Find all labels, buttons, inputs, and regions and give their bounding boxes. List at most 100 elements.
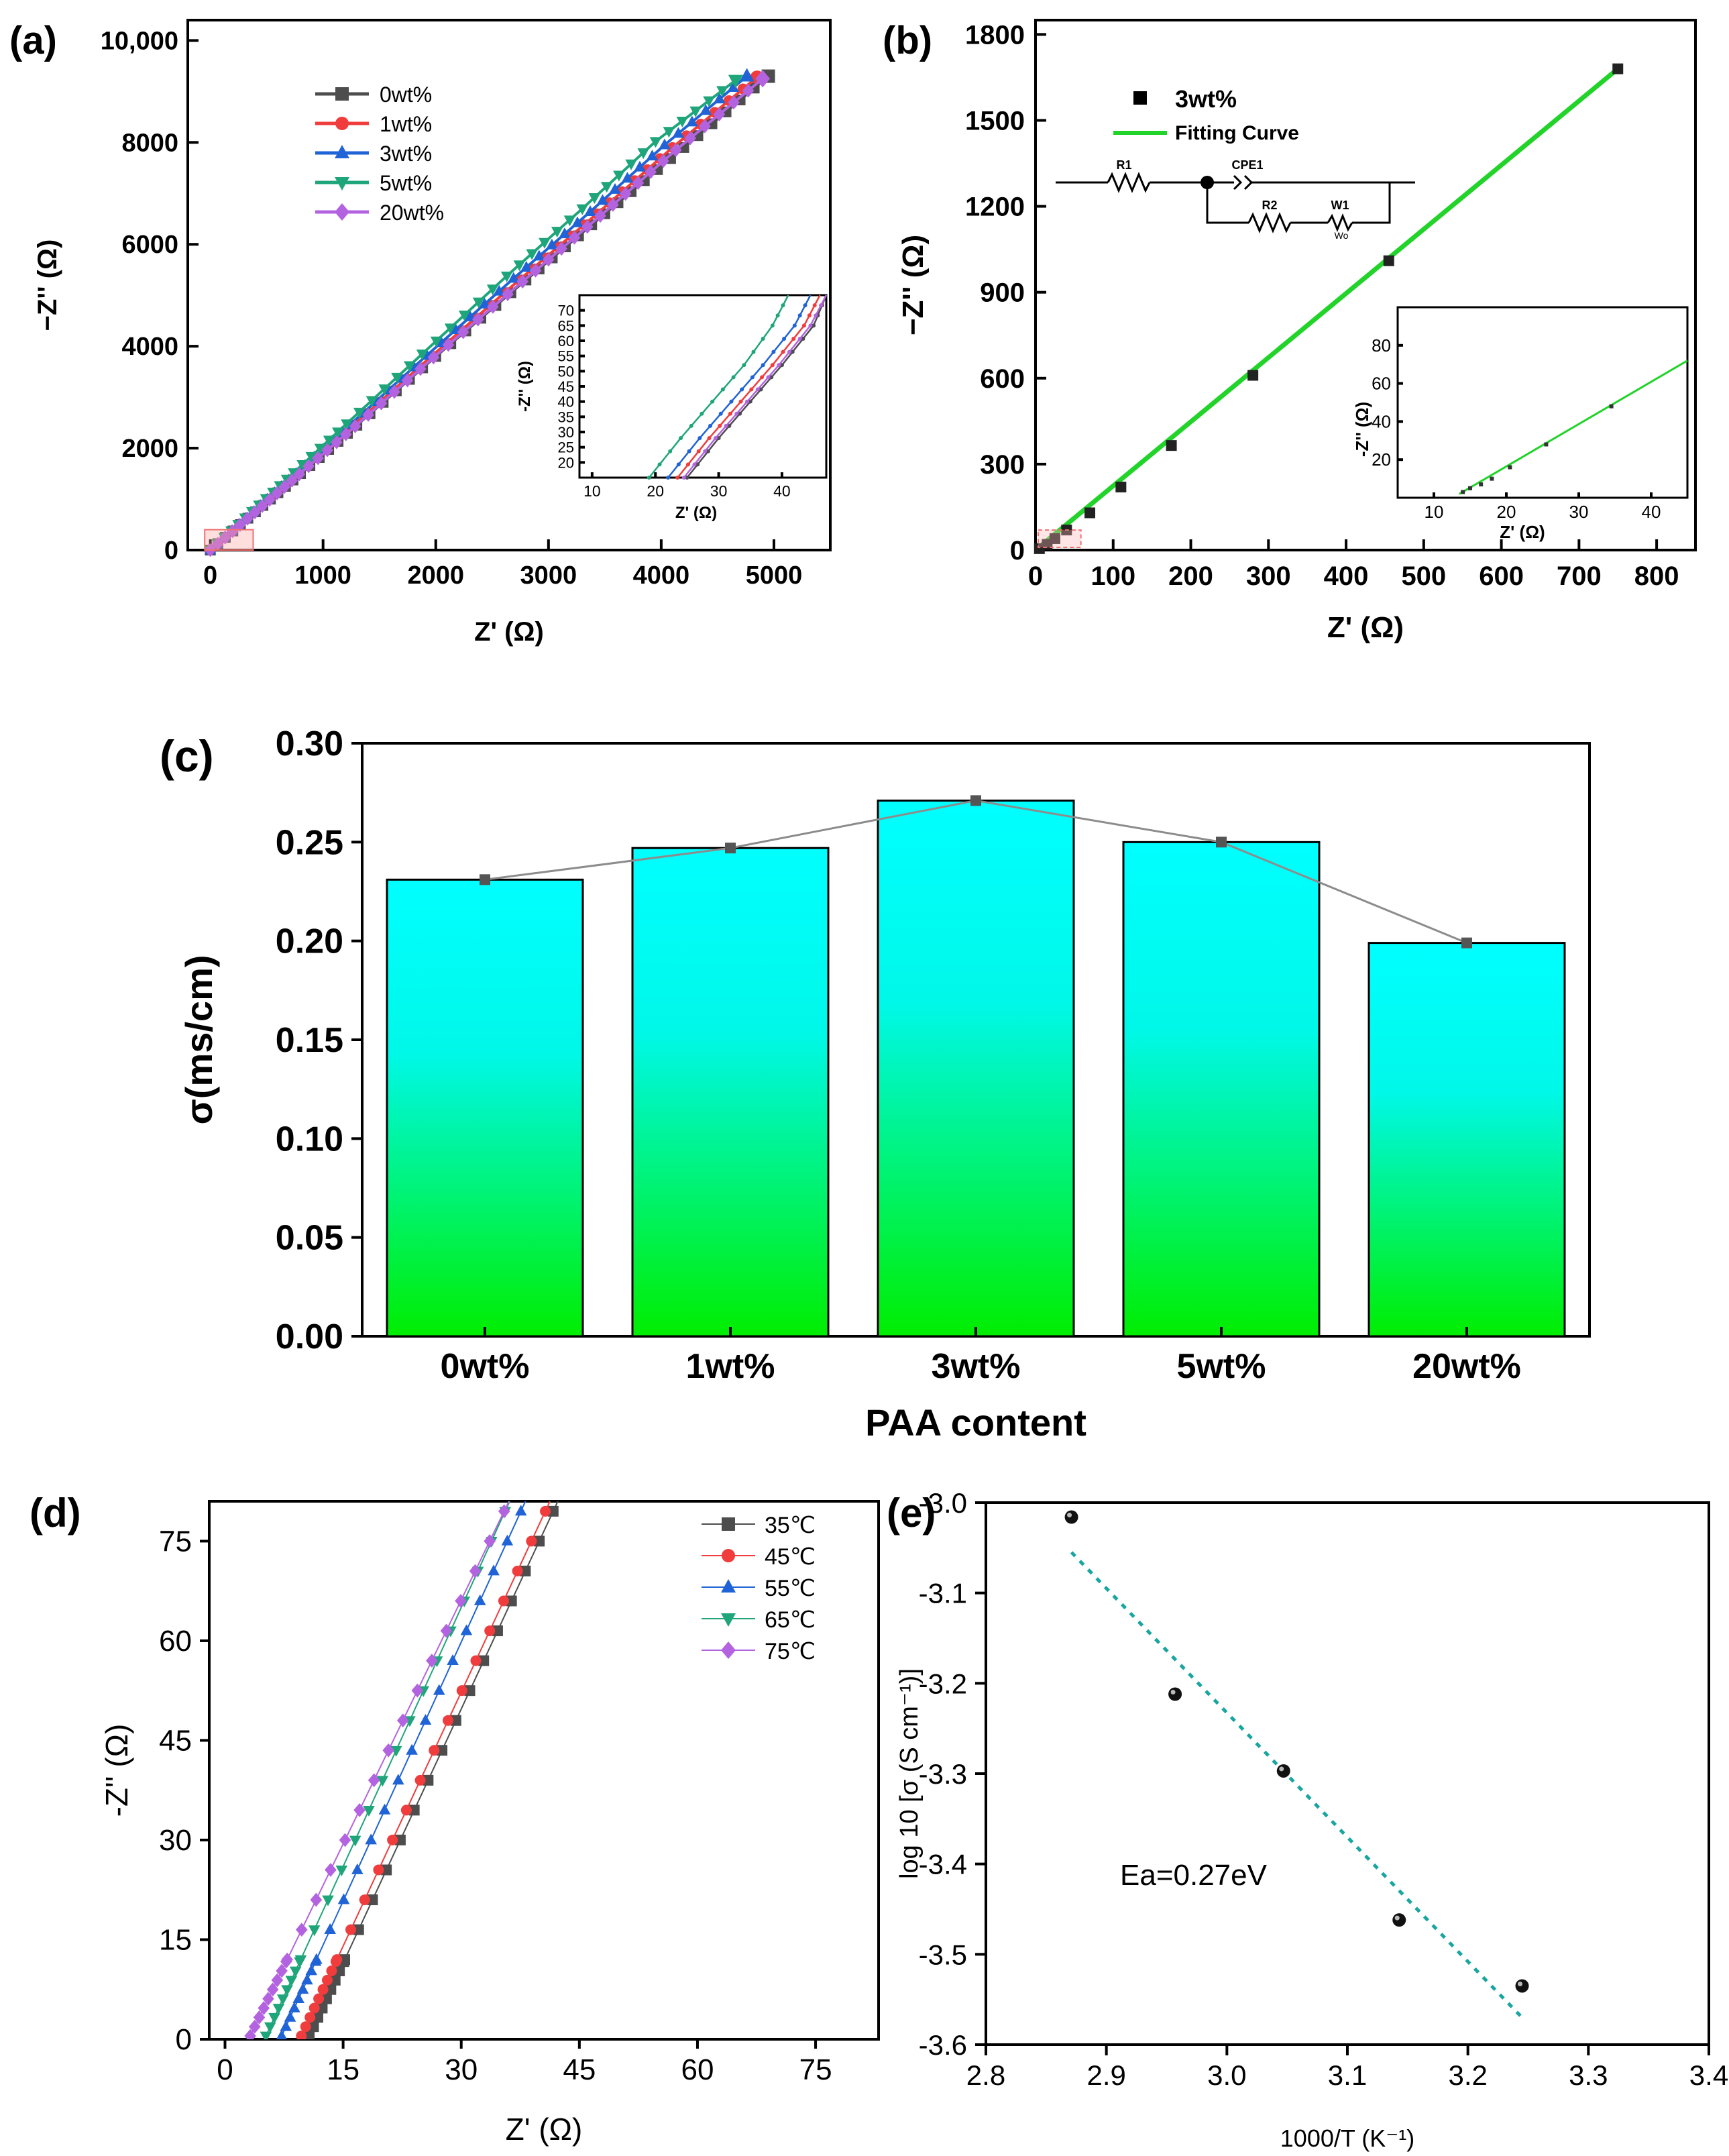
data-point xyxy=(341,419,353,431)
data-point xyxy=(294,1955,307,1966)
legend-label: 45℃ xyxy=(765,1544,816,1570)
warburg-icon xyxy=(1327,213,1353,233)
zoom-region xyxy=(204,529,254,551)
inset-x-tick-label: 30 xyxy=(710,482,728,500)
x-tick-label: 3000 xyxy=(520,561,577,590)
data-point xyxy=(349,1835,361,1847)
legend-label: 55℃ xyxy=(765,1576,816,1601)
data-point xyxy=(458,311,471,322)
inset-data-point xyxy=(720,387,725,392)
inset-x-tick-label: 40 xyxy=(1642,502,1661,522)
x-tick-label: 3.1 xyxy=(1328,2059,1367,2091)
inset-y-tick-label: 20 xyxy=(558,454,574,471)
data-point xyxy=(300,2021,311,2033)
data-point xyxy=(487,300,499,314)
bar-1wt% xyxy=(631,847,830,1338)
legend-marker xyxy=(335,145,349,158)
data-point xyxy=(727,81,739,93)
bar-5wt% xyxy=(1122,841,1321,1338)
inset-data-point xyxy=(703,449,708,453)
chart-c: 0wt% 1wt% 3wt% 5wt% 20wt% 0.00 0.05 0.10 0.15 0.2… xyxy=(178,724,1591,1444)
data-point xyxy=(755,70,771,88)
x-tick-label: 200 xyxy=(1168,561,1213,591)
y-axis-title: −Z'' (Ω) xyxy=(897,235,930,335)
inset-data-point xyxy=(1508,465,1512,470)
data-point xyxy=(400,1804,412,1816)
legend-marker xyxy=(721,1613,736,1627)
data-point xyxy=(308,2021,319,2033)
circuit-label-wo: Wo xyxy=(1335,230,1349,241)
legend-label: 1wt% xyxy=(380,112,432,136)
trend-point xyxy=(480,874,490,885)
data-point xyxy=(600,182,613,193)
data-point xyxy=(271,1973,284,1988)
data-point xyxy=(581,219,594,234)
inset-y-tick-label: 35 xyxy=(558,409,574,425)
inset-data-point xyxy=(724,423,728,428)
data-point xyxy=(396,1713,409,1728)
data-point xyxy=(404,361,416,372)
data-point xyxy=(359,1894,370,1906)
bar-20wt% xyxy=(1368,942,1566,1338)
data-point xyxy=(324,1923,336,1935)
data-point xyxy=(676,117,689,128)
data-point xyxy=(619,186,632,201)
data-point xyxy=(278,480,291,494)
inset-data-point xyxy=(685,462,690,467)
inset-data-point xyxy=(781,349,785,354)
y-tick-label: 1500 xyxy=(965,106,1025,136)
data-point xyxy=(331,1954,343,1965)
x-tick-label: 4000 xyxy=(633,561,690,590)
data-point xyxy=(288,2001,300,2012)
inset-data-point xyxy=(819,303,824,308)
data-point xyxy=(501,1534,514,1546)
y-tick-label: 2000 xyxy=(121,435,178,463)
plot-frame xyxy=(1034,19,1697,551)
data-point xyxy=(322,1895,334,1906)
data-point xyxy=(362,407,374,422)
inset-data-point xyxy=(678,436,683,441)
x-tick-label: 75 xyxy=(799,2053,832,2086)
data-point xyxy=(334,1965,345,1977)
data-point xyxy=(289,1966,302,1978)
data-point xyxy=(1515,1979,1529,1993)
data-point xyxy=(1049,533,1060,544)
zoom-region xyxy=(1038,529,1082,548)
data-point xyxy=(314,443,327,455)
data-point xyxy=(234,518,246,532)
data-point xyxy=(625,159,637,170)
data-point xyxy=(1247,370,1259,381)
activation-energy-annotation: Ea=0.27eV xyxy=(1120,1859,1268,1892)
data-point xyxy=(457,325,469,339)
y-tick-label: 0.30 xyxy=(276,724,343,763)
data-point xyxy=(703,96,715,107)
inset-data-point xyxy=(749,387,754,392)
data-point xyxy=(433,1684,445,1695)
data-point xyxy=(381,1864,392,1876)
data-point xyxy=(498,1595,509,1607)
data-point xyxy=(296,2031,307,2039)
data-point xyxy=(304,2012,316,2023)
data-point xyxy=(464,1685,476,1696)
plot-frame xyxy=(985,1501,1710,2046)
y-tick-label: 0.25 xyxy=(276,823,343,862)
data-point xyxy=(686,115,698,127)
inset-data-point xyxy=(808,323,813,328)
inset-data-point xyxy=(716,436,721,441)
x-tick-label: 5wt% xyxy=(1177,1347,1266,1386)
data-point xyxy=(295,1923,308,1937)
x-tick-label: 0 xyxy=(1028,561,1043,591)
data-point xyxy=(351,1863,364,1874)
data-point xyxy=(253,2010,266,2025)
data-point xyxy=(272,2004,285,2015)
legend-marker xyxy=(335,87,349,101)
data-point xyxy=(493,284,505,296)
inset-data-point xyxy=(761,336,765,341)
x-tick-label: 2.9 xyxy=(1086,2059,1125,2091)
data-point xyxy=(305,451,318,463)
data-point xyxy=(392,1774,404,1785)
legend-label: 3wt% xyxy=(380,142,432,166)
data-point xyxy=(588,193,601,204)
data-point xyxy=(520,1565,531,1576)
x-tick-label: 1000 xyxy=(294,561,351,590)
